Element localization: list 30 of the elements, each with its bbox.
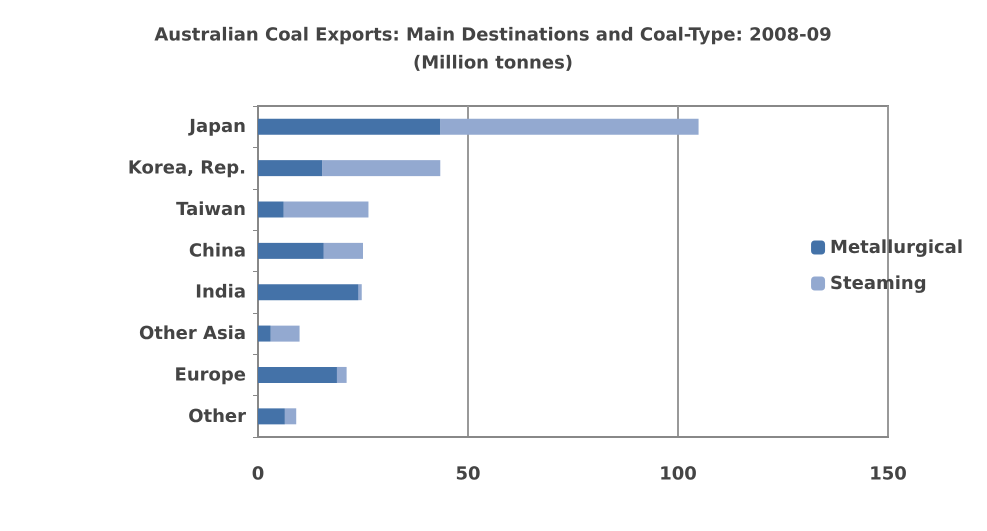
bar bbox=[322, 160, 440, 176]
chart-title: Australian Coal Exports: Main Destinations and Coal-Type: 2008-09 (Million tonnes) bbox=[154, 24, 832, 74]
bar bbox=[258, 326, 271, 342]
bar bbox=[258, 284, 358, 300]
y-tick-label: Other bbox=[188, 406, 246, 427]
y-tick-label: China bbox=[188, 240, 246, 262]
y-tick-label: Japan bbox=[187, 116, 246, 138]
bar bbox=[284, 201, 368, 218]
y-tick-label: India bbox=[195, 282, 246, 303]
bar bbox=[258, 408, 285, 424]
bar bbox=[270, 326, 300, 342]
bar bbox=[336, 366, 347, 383]
y-tick-label: Taiwan bbox=[176, 198, 246, 220]
bar bbox=[258, 366, 337, 383]
bar bbox=[258, 118, 440, 135]
x-tick-label: 0 bbox=[252, 464, 264, 484]
bar bbox=[258, 160, 322, 176]
bar bbox=[440, 118, 699, 135]
x-tick-label: 150 bbox=[869, 464, 907, 484]
y-tick-label: Europe bbox=[174, 364, 246, 386]
bar bbox=[284, 408, 296, 424]
y-tick-label: Other Asia bbox=[138, 323, 246, 344]
bar bbox=[324, 242, 363, 259]
x-tick-label: 50 bbox=[455, 464, 481, 484]
x-tick-label: 100 bbox=[659, 464, 697, 484]
legend-label: Metallurgical bbox=[830, 237, 964, 258]
legend-label: Steaming bbox=[830, 273, 927, 294]
bar bbox=[258, 242, 324, 259]
y-tick-label: Korea, Rep. bbox=[128, 158, 246, 179]
bar bbox=[258, 201, 284, 218]
